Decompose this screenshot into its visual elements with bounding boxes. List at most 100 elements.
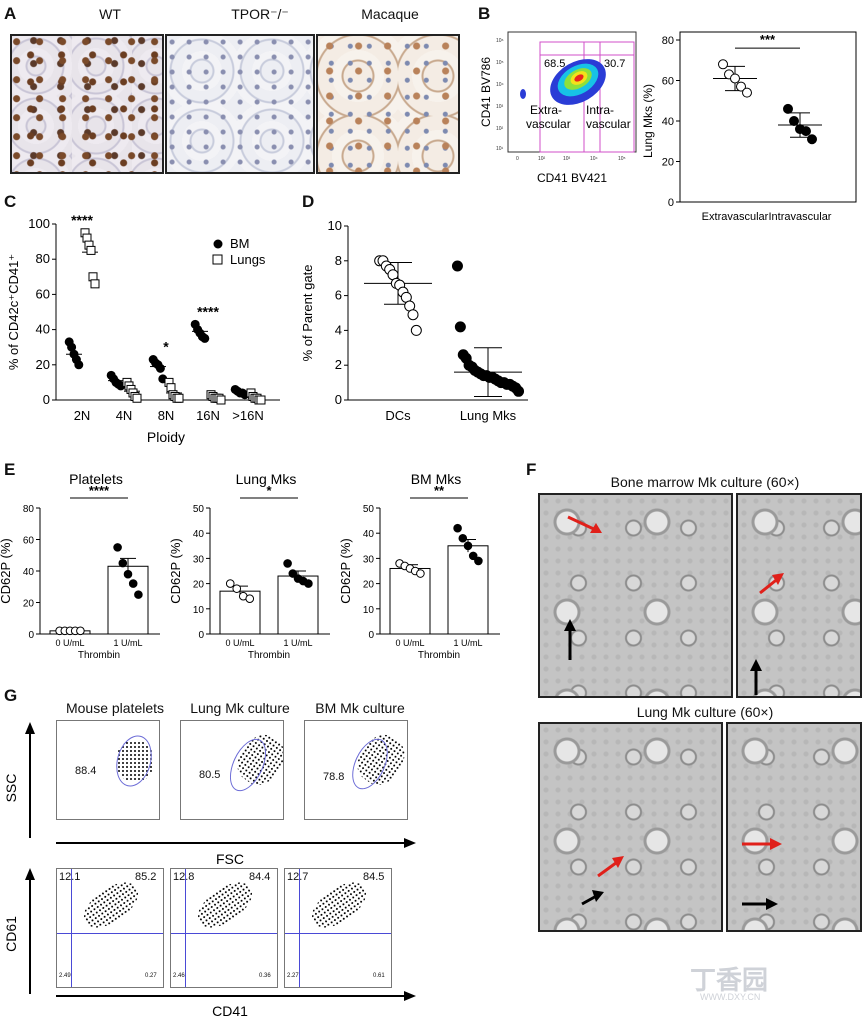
gate-pct-platelets: 88.4 [75, 765, 97, 777]
c-y-tick-label: 0 [43, 392, 50, 407]
svg-text:0: 0 [516, 156, 519, 162]
c-data-point [216, 395, 226, 405]
svg-text:10³: 10³ [496, 104, 504, 110]
e-bm-y-tick-label: 0 [368, 630, 374, 641]
e-lung-y-tick-label: 10 [193, 605, 205, 616]
q-ul-3: 12.7 [287, 871, 309, 883]
b-category-label: Extravascular [702, 211, 769, 223]
b-data-point [801, 126, 811, 137]
flow-g-bm-cd61: 12.7 84.5 2.27 0.61 [284, 868, 392, 988]
q-ll-2: 2.46 [173, 973, 185, 979]
flow-g-bm-scatter: 78.8 [304, 720, 408, 820]
d-category-label: DCs [385, 408, 411, 423]
e-bm-y-tick-label: 30 [363, 554, 375, 565]
gate-right-pct: 30.7 [604, 58, 625, 70]
b-y-tick-label: 40 [662, 116, 674, 128]
micrograph-lung-culture-1 [538, 722, 723, 932]
e-platelets-data-point [134, 590, 143, 599]
c-category-label: 16N [196, 408, 220, 423]
flow-g-lung-scatter: 80.5 [180, 720, 284, 820]
panel-g-top-axes: SSC FSC [3, 722, 416, 867]
panel-label-a: A [4, 4, 17, 23]
d-category-label: Lung Mks [460, 408, 517, 423]
e-bm-significance: ** [434, 483, 445, 498]
b-data-point [718, 59, 728, 70]
panel-b-lung-mks-chart: 0 20 40 60 80 Extravascular Intravascular Lung … [641, 31, 857, 223]
e-lung-y-tick-label: 30 [193, 554, 205, 565]
panel-label-g: G [4, 686, 18, 705]
panel-e-lung-mks-chart: Lung Mks 0 10 20 30 40 50 CD62P (%) 0 U/mL 1 U/mL… [170, 471, 330, 661]
e-lung-y-tick-label: 50 [193, 504, 205, 515]
e-bm-y-tick-label: 20 [363, 580, 375, 591]
svg-text:10¹: 10¹ [496, 146, 504, 152]
d-y-tick-label: 0 [335, 392, 342, 407]
e-bm-category-label: 0 U/mL [395, 638, 424, 648]
gate-extravascular [539, 41, 601, 153]
panel-g-title-platelets: Mouse platelets [65, 700, 165, 716]
c-y-tick-label: 100 [28, 216, 50, 231]
gate-pct-bm: 78.8 [323, 771, 345, 783]
e-lung-data-point [283, 559, 292, 568]
e-bm-data-point [416, 569, 425, 578]
c-category-label: 8N [158, 408, 175, 423]
c-data-point [90, 279, 100, 289]
panel-a-title-macaque: Macaque [361, 6, 419, 22]
gate-pct-lung: 80.5 [199, 769, 221, 781]
e-platelets-significance: **** [89, 483, 110, 498]
c-data-point [155, 363, 165, 373]
c-significance: **** [197, 303, 219, 319]
e-bm-y-tick-label: 50 [363, 504, 375, 515]
panel-f-title-bm: Bone marrow Mk culture (60×) [610, 474, 800, 490]
q-ll-1: 2.49 [59, 973, 71, 979]
q-ur-2: 84.4 [249, 871, 271, 883]
svg-text:10²: 10² [538, 156, 546, 162]
panel-label-d: D [302, 192, 315, 211]
q-ul-2: 12.8 [173, 871, 195, 883]
e-bm-data-point [463, 541, 473, 551]
svg-text:10³: 10³ [563, 156, 571, 162]
e-platelets-y-tick-label: 60 [23, 536, 35, 547]
d-data-point [407, 309, 419, 321]
e-bm-data-point [468, 551, 478, 561]
panel-e-bm-mks-chart: BM Mks 0 10 20 30 40 50 CD62P (%) 0 U/mL 1 U/mL Th… [340, 471, 500, 661]
e-bm-data-point [458, 533, 468, 543]
e-bm-category-label: 1 U/mL [453, 638, 482, 648]
panel-label-e: E [4, 460, 16, 479]
d-data-point [451, 260, 463, 272]
flow-y-ticks: 10¹ 10² 10³ 10⁴ 10⁵ 10⁶ [496, 38, 504, 152]
panel-a-title-tpor: TPOR⁻/⁻ [231, 6, 289, 22]
e-platelets-bar [107, 565, 149, 635]
c-y-tick-label: 20 [36, 357, 50, 372]
label-intravascular-2: vascular [586, 117, 631, 131]
svg-text:10⁴: 10⁴ [590, 156, 598, 162]
d-y-tick-label: 2 [335, 357, 342, 372]
b-ylabel: Lung Mks (%) [641, 84, 655, 158]
e-platelets-y-tick-label: 80 [23, 504, 35, 515]
b-frame [679, 31, 857, 203]
panel-label-c: C [4, 192, 17, 211]
flow-xlabel: CD41 BV421 [537, 171, 607, 185]
e-platelets-data-point [128, 579, 138, 588]
panel-g-title-lung: Lung Mk culture [190, 700, 290, 716]
b-y-tick-label: 80 [662, 35, 674, 47]
flow-ylabel: CD41 BV786 [479, 57, 493, 127]
c-category-label: 2N [74, 408, 91, 423]
e-bm-xlabel: Thrombin [418, 650, 460, 661]
e-lung-significance: * [266, 483, 272, 498]
q-ur-1: 85.2 [135, 871, 157, 883]
micrograph-macaque [316, 34, 460, 174]
flow-x-ticks: 0 10² 10³ 10⁴ 10⁵ [516, 156, 626, 162]
svg-text:10⁵: 10⁵ [496, 60, 504, 66]
c-y-tick-label: 40 [36, 322, 50, 337]
micrograph-bm-culture-2 [736, 493, 862, 698]
e-platelets-ylabel: CD62P (%) [0, 538, 13, 604]
q-ur-3: 84.5 [363, 871, 385, 883]
e-platelets-data-point [123, 569, 133, 579]
e-bm-y-tick-label: 10 [363, 605, 375, 616]
e-bm-y-tick-label: 40 [363, 529, 375, 540]
d-data-point [513, 385, 525, 397]
watermark-url: WWW.DXY.CN [700, 992, 761, 1002]
g-bottom-ylabel: CD61 [3, 916, 19, 952]
c-data-point [132, 393, 142, 403]
e-bm-data-point [474, 556, 483, 566]
